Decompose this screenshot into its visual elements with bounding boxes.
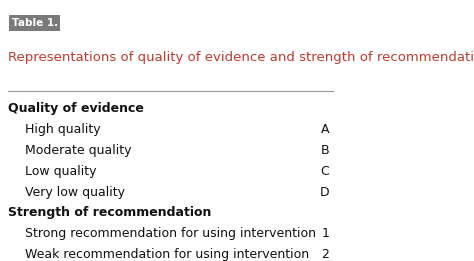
Text: D: D [320,186,329,199]
Text: Weak recommendation for using intervention: Weak recommendation for using interventi… [25,248,310,261]
Text: Strength of recommendation: Strength of recommendation [8,206,211,220]
Text: Quality of evidence: Quality of evidence [8,102,144,115]
Text: Table 1.: Table 1. [12,18,58,28]
Text: Representations of quality of evidence and strength of recommendations: Representations of quality of evidence a… [8,51,474,64]
Text: B: B [321,144,329,157]
Text: A: A [321,123,329,136]
Text: 1: 1 [321,227,329,240]
Text: Strong recommendation for using intervention: Strong recommendation for using interven… [25,227,316,240]
Text: High quality: High quality [25,123,101,136]
Text: Very low quality: Very low quality [25,186,125,199]
Text: C: C [321,165,329,178]
Text: 2: 2 [321,248,329,261]
Text: Moderate quality: Moderate quality [25,144,132,157]
Text: Low quality: Low quality [25,165,97,178]
